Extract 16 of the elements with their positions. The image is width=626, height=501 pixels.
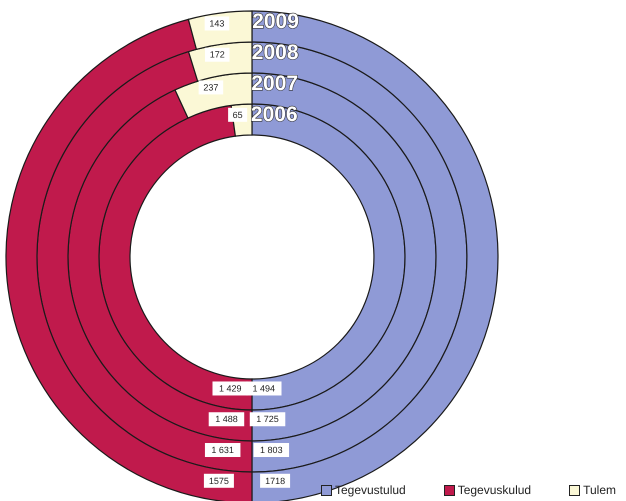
data-label: 1 725 <box>256 414 279 424</box>
data-label: 1 631 <box>211 445 234 456</box>
slice-label: 2009 <box>252 10 299 34</box>
data-label: 172 <box>210 50 225 60</box>
data-label: 1 494 <box>252 383 276 394</box>
legend-label: Tegevustulud <box>334 483 406 497</box>
data-label: 1 488 <box>215 414 238 424</box>
data-label: 1 429 <box>218 383 242 394</box>
data-label: 237 <box>203 82 218 92</box>
legend-label: Tegevuskulud <box>458 483 532 497</box>
data-label: 65 <box>232 110 243 120</box>
legend-label: Tulem <box>583 483 616 497</box>
data-label: 1 803 <box>260 445 283 456</box>
data-label: 143 <box>209 18 224 28</box>
data-label: 1575 <box>208 476 229 486</box>
data-label: 1718 <box>265 476 286 486</box>
